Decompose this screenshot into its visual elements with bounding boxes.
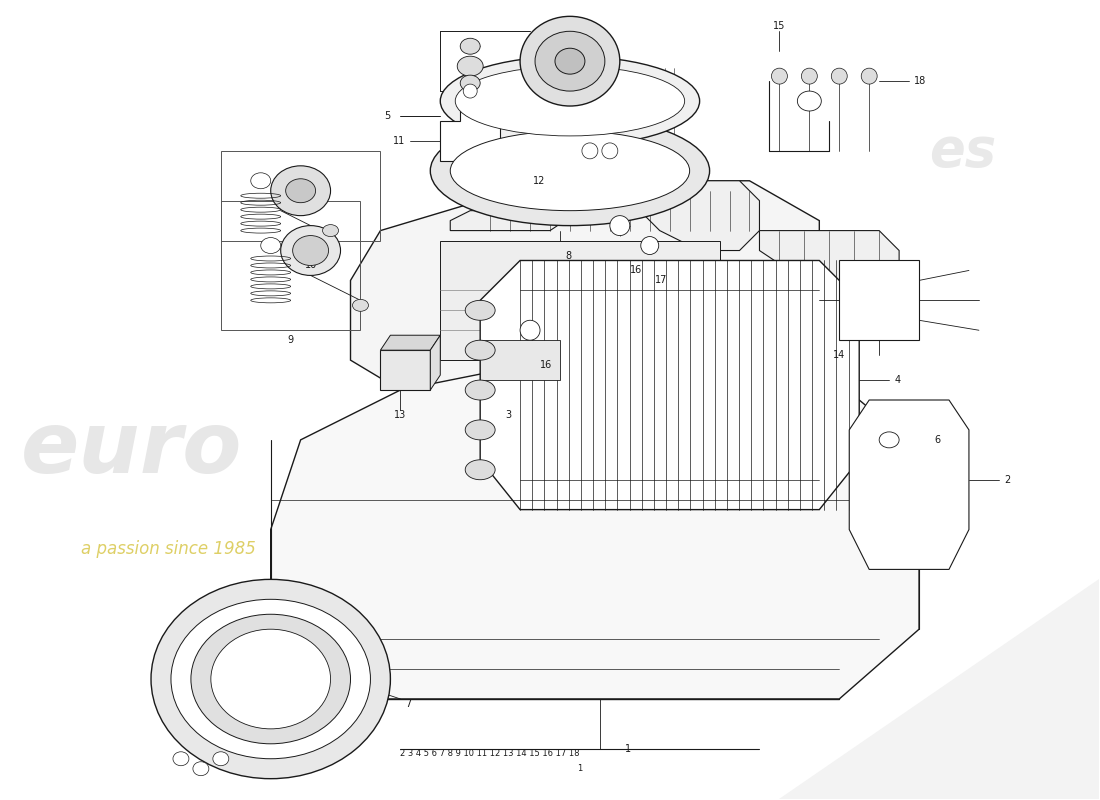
Polygon shape <box>381 335 440 350</box>
Ellipse shape <box>832 68 847 84</box>
Text: 15: 15 <box>773 22 785 31</box>
Bar <box>839 261 920 340</box>
Text: es: es <box>930 125 997 177</box>
Bar <box>221 151 381 241</box>
Ellipse shape <box>458 56 483 76</box>
Ellipse shape <box>465 300 495 320</box>
Ellipse shape <box>465 380 495 400</box>
Ellipse shape <box>520 320 540 340</box>
Ellipse shape <box>450 131 690 210</box>
Text: 16: 16 <box>540 360 552 370</box>
Text: a passion since 1985: a passion since 1985 <box>81 541 256 558</box>
Ellipse shape <box>460 38 481 54</box>
Polygon shape <box>450 181 759 250</box>
Polygon shape <box>759 230 899 300</box>
Ellipse shape <box>879 432 899 448</box>
Ellipse shape <box>322 225 339 237</box>
Polygon shape <box>271 370 920 699</box>
Ellipse shape <box>465 460 495 480</box>
Ellipse shape <box>465 420 495 440</box>
Ellipse shape <box>582 143 598 159</box>
Ellipse shape <box>771 68 788 84</box>
Polygon shape <box>430 335 440 390</box>
Text: 6: 6 <box>934 435 940 445</box>
Text: 12: 12 <box>532 176 544 186</box>
Ellipse shape <box>192 762 209 776</box>
Text: 16: 16 <box>630 266 642 275</box>
Text: 14: 14 <box>833 350 846 360</box>
Ellipse shape <box>293 235 329 266</box>
Ellipse shape <box>170 599 371 758</box>
Ellipse shape <box>261 238 280 254</box>
Ellipse shape <box>861 68 877 84</box>
Polygon shape <box>351 181 820 390</box>
Text: 1: 1 <box>578 764 583 774</box>
Ellipse shape <box>440 56 700 146</box>
Text: 18: 18 <box>914 76 926 86</box>
Polygon shape <box>481 261 859 510</box>
Ellipse shape <box>802 68 817 84</box>
Bar <box>381 350 430 390</box>
Ellipse shape <box>535 31 605 91</box>
Ellipse shape <box>609 216 630 235</box>
Text: 1: 1 <box>625 744 631 754</box>
Ellipse shape <box>455 66 684 136</box>
Text: 9: 9 <box>287 335 294 346</box>
Text: 8: 8 <box>565 250 571 261</box>
Ellipse shape <box>602 143 618 159</box>
Text: 11: 11 <box>393 136 406 146</box>
Polygon shape <box>780 579 1099 798</box>
Ellipse shape <box>556 48 585 74</box>
Bar <box>440 241 719 360</box>
Text: 2 3 4 5 6 7 8 9 10 11 12 13 14 15 16 17 18: 2 3 4 5 6 7 8 9 10 11 12 13 14 15 16 17 … <box>400 750 580 758</box>
Ellipse shape <box>271 166 331 216</box>
Ellipse shape <box>465 340 495 360</box>
Ellipse shape <box>151 579 390 778</box>
Ellipse shape <box>173 752 189 766</box>
Ellipse shape <box>520 16 619 106</box>
Ellipse shape <box>213 752 229 766</box>
Text: 7: 7 <box>406 699 411 709</box>
Text: 2: 2 <box>1004 474 1010 485</box>
Text: 17: 17 <box>654 275 667 286</box>
Text: 3: 3 <box>505 410 512 420</box>
Ellipse shape <box>352 299 368 311</box>
Ellipse shape <box>430 116 710 226</box>
Text: 13: 13 <box>394 410 407 420</box>
Bar <box>481 340 560 380</box>
Text: 10: 10 <box>305 261 317 270</box>
Ellipse shape <box>286 178 316 202</box>
Ellipse shape <box>641 237 659 254</box>
Ellipse shape <box>460 75 481 91</box>
Polygon shape <box>440 101 500 161</box>
Bar <box>221 201 361 330</box>
Text: Pa: Pa <box>361 438 476 522</box>
Ellipse shape <box>251 173 271 189</box>
Text: euro: euro <box>21 408 243 491</box>
Polygon shape <box>849 400 969 570</box>
Ellipse shape <box>211 630 331 729</box>
Ellipse shape <box>191 614 351 744</box>
Ellipse shape <box>280 226 341 275</box>
Text: 4: 4 <box>894 375 900 385</box>
Ellipse shape <box>463 84 477 98</box>
Text: 5: 5 <box>384 111 390 121</box>
Ellipse shape <box>798 91 822 111</box>
